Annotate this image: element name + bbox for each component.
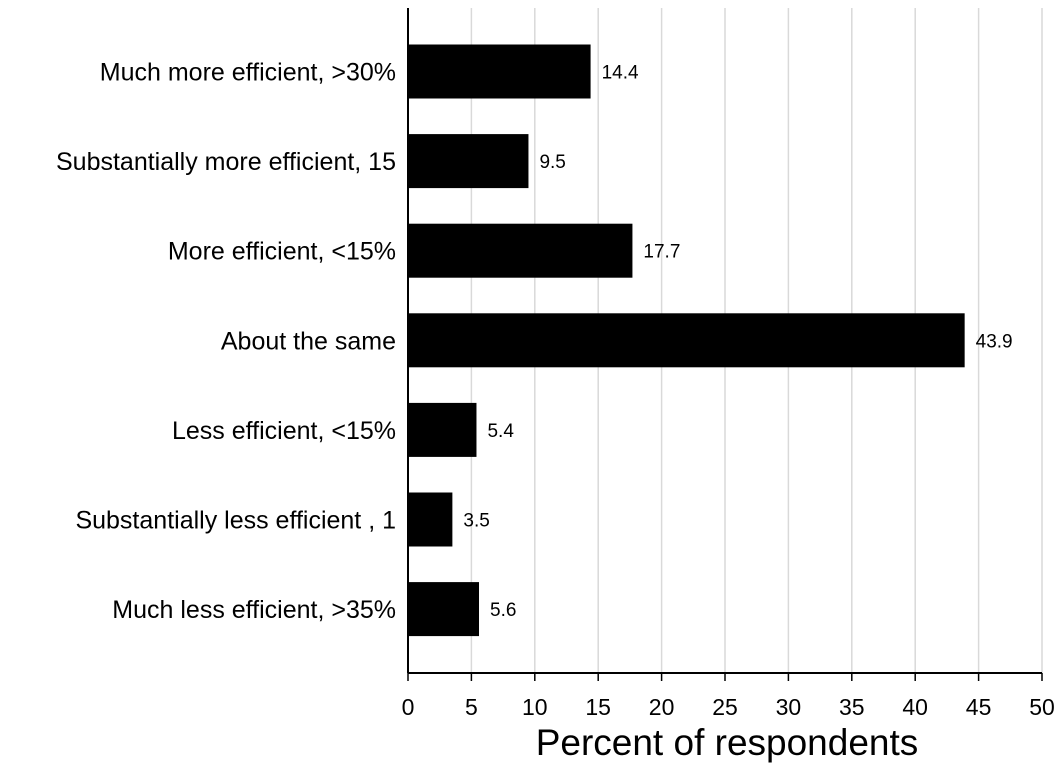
bars: [408, 44, 965, 637]
bar: [408, 402, 477, 457]
x-tick-label: 35: [839, 694, 865, 720]
x-tick-label: 50: [1029, 694, 1055, 720]
axes: [407, 8, 1043, 681]
category-label: Much more efficient, >30%: [100, 59, 396, 87]
bar: [408, 582, 480, 637]
data-label: 43.9: [976, 331, 1013, 352]
x-tick-label: 30: [776, 694, 802, 720]
bar: [408, 492, 453, 547]
x-tick-label: 10: [522, 694, 548, 720]
category-label: Much less efficient, >35%: [112, 596, 396, 624]
data-label: 14.4: [602, 63, 639, 84]
data-label: 17.7: [643, 242, 680, 263]
x-tick-label: 25: [712, 694, 738, 720]
category-label: About the same: [221, 327, 396, 355]
category-label: More efficient, <15%: [168, 238, 396, 266]
data-label: 3.5: [463, 511, 489, 532]
x-tick-label: 40: [902, 694, 928, 720]
category-label: Substantially more efficient, 15: [56, 148, 396, 176]
x-tick-label: 0: [402, 694, 415, 720]
data-label: 9.5: [539, 152, 565, 173]
bar: [408, 134, 529, 189]
bar: [408, 313, 965, 368]
category-label: Substantially less efficient , 1: [75, 507, 396, 535]
x-tick-label: 20: [649, 694, 675, 720]
category-label: Less efficient, <15%: [172, 417, 396, 445]
bar: [408, 223, 633, 278]
x-tick-label: 5: [465, 694, 478, 720]
x-axis-title: Percent of respondents: [536, 722, 919, 763]
bar: [408, 44, 591, 99]
data-label: 5.6: [490, 600, 516, 621]
labels: Much more efficient, >30% 14.4 Substantial…: [56, 59, 1055, 721]
x-tick-label: 15: [585, 694, 611, 720]
x-tick-label: 45: [966, 694, 992, 720]
data-label: 5.4: [487, 421, 514, 442]
